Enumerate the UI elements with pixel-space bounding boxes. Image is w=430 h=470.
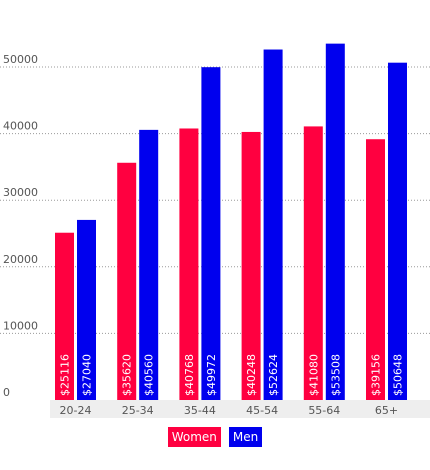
- data-label: $35620: [121, 354, 134, 396]
- data-label: $53508: [329, 354, 342, 396]
- data-label: $50648: [392, 354, 405, 396]
- y-tick-label: 50000: [3, 53, 38, 66]
- x-tick-label: 65+: [375, 404, 398, 417]
- legend-men: Men: [228, 427, 263, 447]
- legend-women: Women: [167, 427, 221, 447]
- y-tick-label: 40000: [3, 120, 38, 133]
- x-axis-band: [50, 400, 430, 418]
- bar-men: [325, 43, 345, 400]
- data-label: $41080: [307, 354, 320, 396]
- bar-women: [55, 232, 74, 400]
- y-tick-label: 0: [3, 386, 10, 399]
- bar-women: [303, 126, 323, 401]
- data-label: $25116: [59, 354, 72, 396]
- y-tick-label: 30000: [3, 186, 38, 199]
- data-label: $52624: [267, 354, 280, 396]
- data-label: $40560: [143, 354, 156, 396]
- bar-men: [263, 49, 283, 400]
- x-tick-label: 45-54: [246, 404, 278, 417]
- y-tick-label: 10000: [3, 319, 38, 332]
- data-label: $49972: [205, 354, 218, 396]
- legend: Women Men: [0, 427, 430, 447]
- x-tick-label: 35-44: [184, 404, 216, 417]
- bar-women: [179, 128, 199, 401]
- data-label: $40768: [183, 354, 196, 396]
- x-tick-label: 20-24: [60, 404, 92, 417]
- bar-women: [117, 162, 137, 400]
- x-tick-label: 55-64: [308, 404, 340, 417]
- bar-men: [77, 219, 96, 400]
- data-label: $27040: [81, 354, 94, 396]
- bar-men: [388, 62, 407, 400]
- bar-women: [241, 131, 261, 401]
- data-label: $40248: [245, 354, 258, 396]
- bar-women: [366, 139, 385, 400]
- y-tick-label: 20000: [3, 253, 38, 266]
- bar-chart: 0 10000 20000 30000 40000 50000 $25116 $27040 20…: [0, 43, 430, 418]
- x-tick-label: 25-34: [122, 404, 154, 417]
- bar-men: [201, 67, 221, 401]
- bar-men: [139, 129, 159, 400]
- data-label: $39156: [370, 354, 383, 396]
